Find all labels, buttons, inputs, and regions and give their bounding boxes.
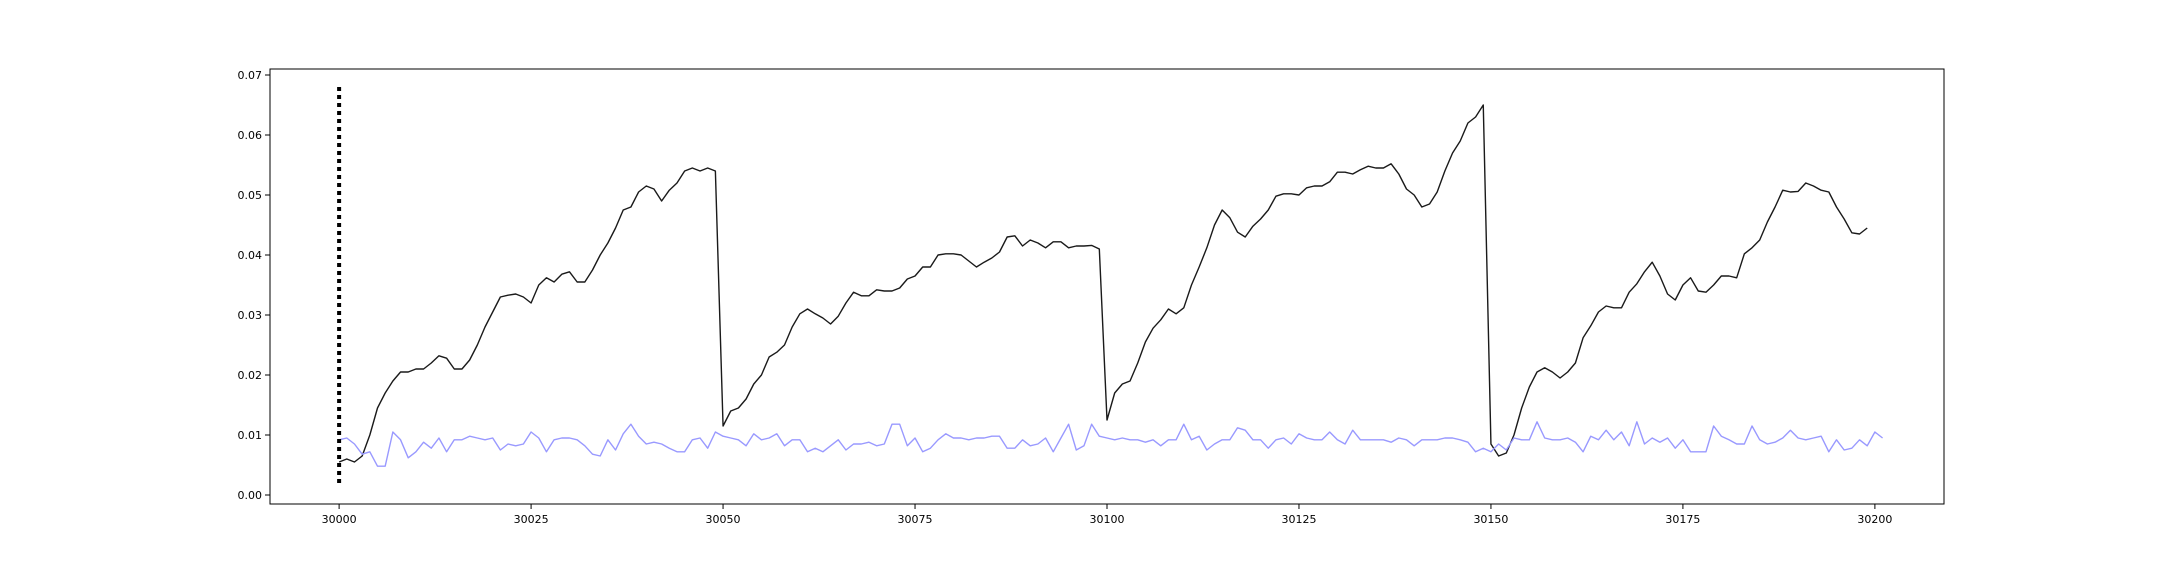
- plot-series: [337, 87, 1884, 483]
- y-tick-label: 0.03: [238, 309, 263, 322]
- y-tick-label: 0.05: [238, 189, 263, 202]
- x-tick-label: 30175: [1665, 513, 1700, 526]
- y-tick-label: 0.06: [238, 129, 263, 142]
- x-axis: 30000 30025 30050 30075 30100 30125 30150 30175…: [322, 504, 1892, 526]
- y-tick-label: 0.04: [238, 249, 263, 262]
- x-tick-label: 30050: [706, 513, 741, 526]
- x-tick-label: 30200: [1857, 513, 1892, 526]
- series-line-2: [338, 421, 1884, 467]
- x-tick-label: 30125: [1281, 513, 1316, 526]
- y-axis: 0.00 0.01 0.02 0.03 0.04 0.05 0.06 0.07: [238, 69, 270, 502]
- x-tick-label: 30025: [514, 513, 549, 526]
- y-tick-label: 0.00: [238, 489, 263, 502]
- x-tick-label: 30000: [322, 513, 357, 526]
- y-tick-label: 0.01: [238, 429, 263, 442]
- series-line-1: [338, 104, 1868, 463]
- y-tick-label: 0.02: [238, 369, 263, 382]
- y-tick-label: 0.07: [238, 69, 263, 82]
- x-tick-label: 30150: [1473, 513, 1508, 526]
- x-tick-label: 30075: [898, 513, 933, 526]
- x-tick-label: 30100: [1090, 513, 1125, 526]
- plot-area-frame: [269, 68, 1945, 505]
